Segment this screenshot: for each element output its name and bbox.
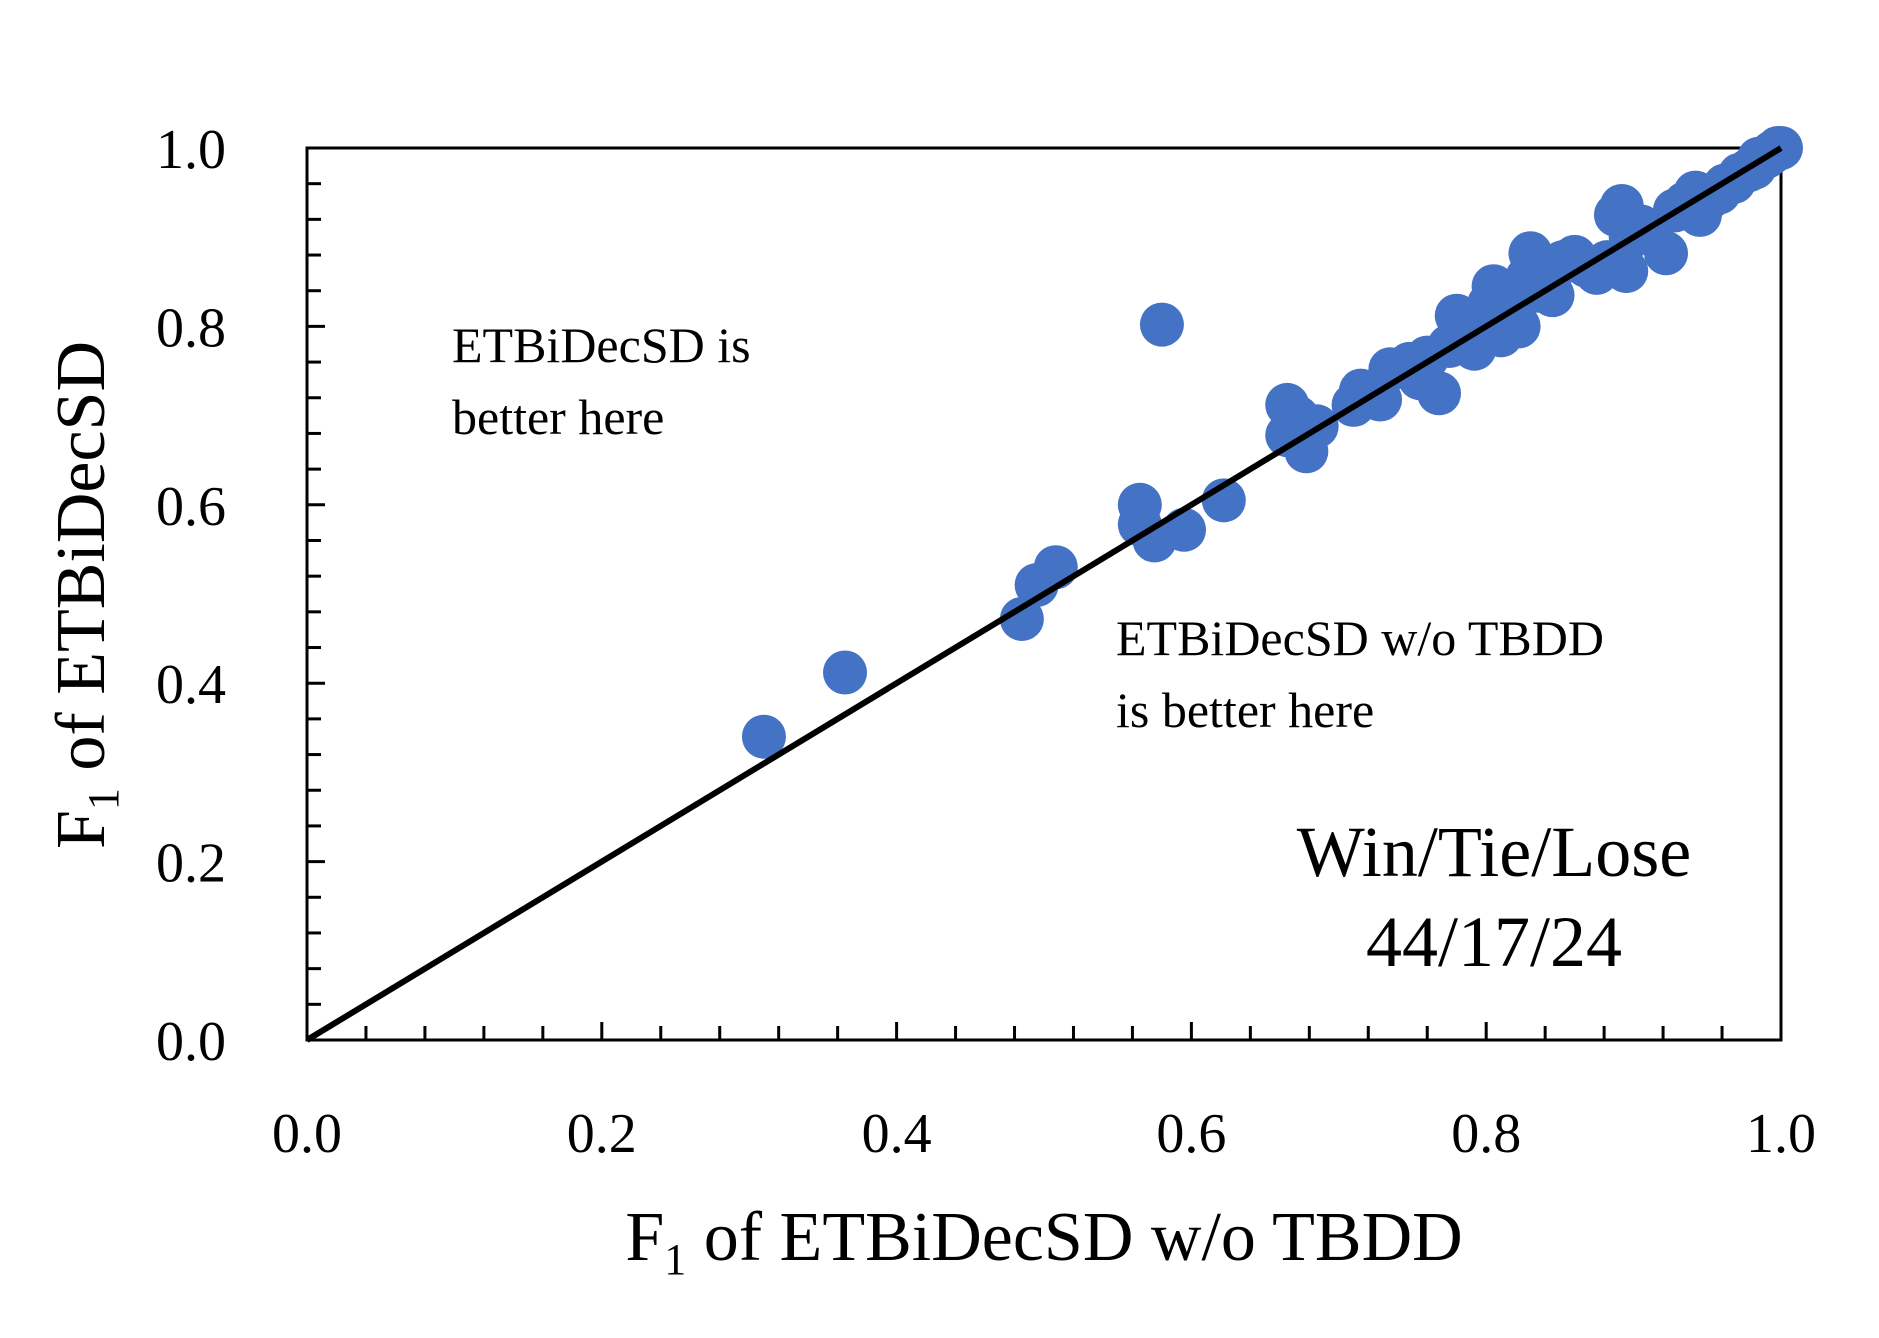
y-tick-label: 1.0 <box>156 119 226 181</box>
annotation-lower: ETBiDecSD w/o TBDD is better here <box>1116 610 1616 738</box>
x-tick-label: 0.0 <box>272 1103 342 1165</box>
data-point <box>999 596 1044 641</box>
y-tick-label: 0.4 <box>156 654 226 716</box>
stat-title: Win/Tie/Lose <box>1297 812 1691 892</box>
y-axis-title: F1 of ETBiDecSD <box>43 341 128 849</box>
y-tick-label: 0.0 <box>156 1011 226 1073</box>
data-point <box>1604 249 1649 294</box>
data-point <box>1530 273 1575 318</box>
x-tick-label: 0.6 <box>1156 1103 1226 1165</box>
y-axis-title-main: F <box>43 810 120 849</box>
y-tick-label: 0.2 <box>156 833 226 895</box>
data-point <box>1033 545 1078 590</box>
x-tick-label: 1.0 <box>1746 1103 1816 1165</box>
y-axis-title-rest: of ETBiDecSD <box>43 341 120 788</box>
reference-diagonal-line <box>305 145 1783 1043</box>
data-point <box>1644 231 1689 276</box>
minor-ticks <box>305 146 1783 1042</box>
data-point <box>823 650 868 695</box>
x-axis-title-rest: of ETBiDecSD w/o TBDD <box>686 1199 1462 1276</box>
y-axis-title-subscript: 1 <box>79 788 128 810</box>
annotation-upper-line-2: better here <box>452 389 664 445</box>
x-axis-title-subscript: 1 <box>664 1235 686 1284</box>
annotation-lower-line-2: is better here <box>1116 682 1374 738</box>
annotation-upper-line-1: ETBiDecSD is <box>452 317 751 373</box>
y-tick-label: 0.6 <box>156 476 226 538</box>
x-axis-title-main: F <box>625 1199 664 1276</box>
data-point <box>1139 302 1184 347</box>
data-point <box>741 714 786 759</box>
x-tick-label: 0.2 <box>567 1103 637 1165</box>
stat-value: 44/17/24 <box>1366 902 1622 982</box>
x-axis-title: F1 of ETBiDecSD w/o TBDD <box>625 1199 1462 1284</box>
annotation-lower-line-1: ETBiDecSD w/o TBDD <box>1116 610 1604 666</box>
y-tick-labels: 0.0 0.2 0.4 0.6 0.8 1.0 <box>156 119 226 1073</box>
x-tick-label: 0.8 <box>1451 1103 1521 1165</box>
data-point <box>1162 507 1207 552</box>
x-tick-labels: 0.0 0.2 0.4 0.6 0.8 1.0 <box>272 1103 1816 1165</box>
data-point <box>1417 371 1462 416</box>
annotation-upper: ETBiDecSD is better here <box>452 317 763 445</box>
x-tick-label: 0.4 <box>862 1103 932 1165</box>
plot-frame <box>305 146 1783 1042</box>
y-tick-label: 0.8 <box>156 297 226 359</box>
